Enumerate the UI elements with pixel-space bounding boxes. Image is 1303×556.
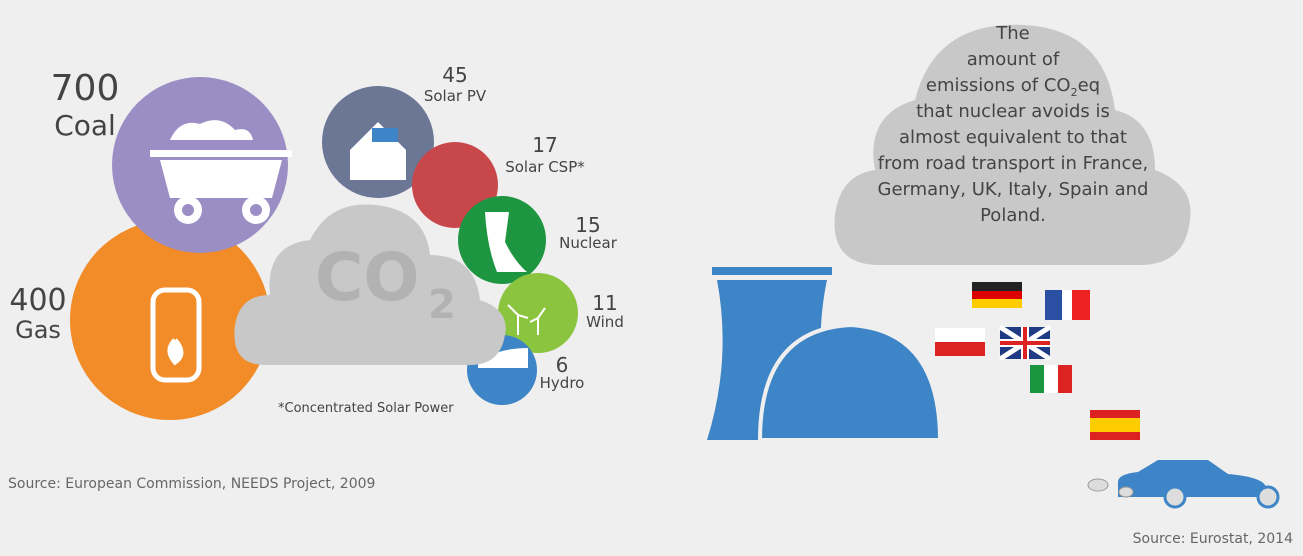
cloud-line: emissions of CO2eq <box>926 75 1100 99</box>
emission-value: 45 <box>442 63 467 87</box>
emission-value: 17 <box>532 133 557 157</box>
cloud-line-part: emissions of CO <box>926 75 1071 96</box>
nuclear-icon <box>485 212 527 272</box>
emission-value: 15 <box>575 213 600 237</box>
emission-value: 6 <box>556 353 569 377</box>
cloud-line: Poland. <box>980 205 1046 226</box>
cloud-line: Germany, UK, Italy, Spain and <box>878 179 1149 200</box>
panel-icon <box>372 128 398 142</box>
dam-icon <box>478 348 528 368</box>
emission-value: 400 <box>9 283 66 318</box>
footnote: *Concentrated Solar Power <box>278 401 454 416</box>
emission-label: Coal <box>54 109 116 142</box>
emission-value: 11 <box>592 291 617 315</box>
left-source: Source: European Commission, NEEDS Proje… <box>8 476 375 492</box>
right-source: Source: Eurostat, 2014 <box>1133 531 1293 547</box>
emission-label: Wind <box>586 313 624 331</box>
cloud-line: amount of <box>967 49 1060 70</box>
co2-cloud <box>234 204 506 365</box>
gas-bubble <box>70 220 270 420</box>
car <box>1087 460 1280 509</box>
cloud-line-part: 2 <box>1071 86 1078 99</box>
cloud-line: almost equivalent to that <box>899 127 1127 148</box>
emission-label: Gas <box>15 316 61 344</box>
cloud-line: The <box>995 23 1029 44</box>
tower-top <box>712 267 832 275</box>
co2-icon-text: CO <box>315 239 420 316</box>
emission-label: Solar CSP* <box>505 158 585 176</box>
flag-clouds <box>935 282 1140 440</box>
emission-label: Hydro <box>540 374 585 392</box>
wind-icon <box>507 304 546 335</box>
reactor-dome <box>757 322 943 442</box>
coal-icon <box>150 120 292 224</box>
cloud-line: that nuclear avoids is <box>916 101 1110 122</box>
cloud-line: from road transport in France, <box>878 153 1148 174</box>
emission-label: Nuclear <box>559 234 618 252</box>
emission-label: Solar PV <box>424 87 487 105</box>
info-cloud <box>834 24 1191 266</box>
gas-icon <box>150 287 202 383</box>
emission-value: 700 <box>51 68 120 109</box>
co2-icon-sub: 2 <box>428 282 456 328</box>
cloud-line-part: eq <box>1078 75 1101 96</box>
